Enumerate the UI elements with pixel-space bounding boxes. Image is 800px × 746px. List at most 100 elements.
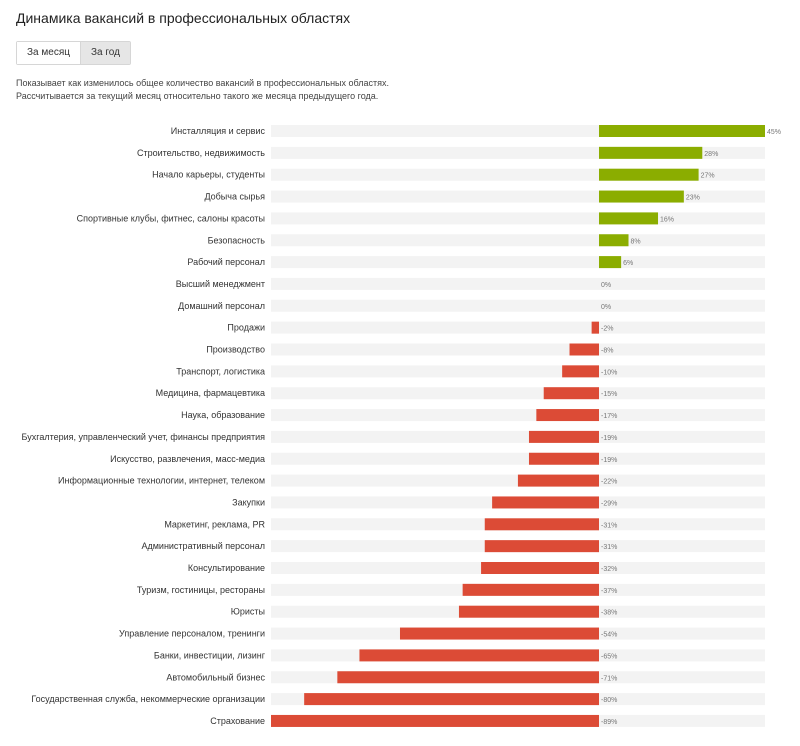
value-label: 0% <box>601 304 611 311</box>
value-label: -38% <box>601 610 617 617</box>
category-label: Маркетинг, реклама, PR <box>164 519 265 529</box>
bar-track <box>271 212 765 225</box>
description-line-1: Показывает как изменилось общее количест… <box>16 78 390 88</box>
bar <box>484 540 599 553</box>
value-label: 27% <box>701 173 715 180</box>
description-line-2: Рассчитывается за текущий месяц относите… <box>16 91 379 101</box>
bar <box>481 562 599 574</box>
value-label: -32% <box>601 566 617 573</box>
bar <box>599 234 629 247</box>
period-tabs: За месяц За год <box>16 41 131 65</box>
bar <box>337 671 599 684</box>
value-label: -89% <box>601 719 617 726</box>
category-label: Инсталляция и сервис <box>171 126 266 136</box>
bar <box>599 212 659 225</box>
bar <box>517 474 599 487</box>
chart-description: Показывает как изменилось общее количест… <box>16 77 389 103</box>
bar <box>492 496 599 509</box>
value-label: -17% <box>601 413 617 420</box>
page-title: Динамика вакансий в профессиональных обл… <box>16 10 351 26</box>
category-label: Строительство, недвижимость <box>137 148 265 158</box>
category-label: Безопасность <box>208 235 266 245</box>
value-label: -31% <box>601 522 617 529</box>
bar-track <box>271 343 765 356</box>
value-label: -37% <box>601 588 617 595</box>
value-label: -15% <box>601 391 617 398</box>
value-label: -22% <box>601 479 617 486</box>
value-label: -54% <box>601 632 617 639</box>
value-label: -71% <box>601 675 617 682</box>
tab-year[interactable]: За год <box>79 42 130 64</box>
category-label: Продажи <box>227 323 265 333</box>
value-label: -10% <box>601 369 617 376</box>
category-label: Закупки <box>232 497 265 507</box>
tab-month[interactable]: За месяц <box>17 42 80 64</box>
value-label: 0% <box>601 282 611 289</box>
category-label: Наука, образование <box>181 410 265 420</box>
bar <box>528 452 599 465</box>
category-label: Производство <box>206 345 265 355</box>
bar <box>599 190 684 203</box>
bar <box>536 409 599 422</box>
category-label: Автомобильный бизнес <box>166 672 265 682</box>
category-label: Государственная служба, некоммерческие о… <box>31 694 265 704</box>
bar-track <box>271 387 765 400</box>
bar <box>599 168 699 181</box>
category-label: Юристы <box>231 607 265 617</box>
category-label: Информационные технологии, интернет, тел… <box>58 476 265 486</box>
bar <box>304 693 599 706</box>
value-label: -2% <box>601 326 613 333</box>
category-label: Консультирование <box>188 563 265 573</box>
bar-track <box>271 409 765 422</box>
value-label: 23% <box>686 195 700 202</box>
bar <box>591 321 599 334</box>
value-label: 8% <box>631 238 641 245</box>
bar-track <box>271 321 765 334</box>
category-label: Туризм, гостиницы, рестораны <box>137 585 265 595</box>
bar-track <box>271 299 765 312</box>
bar-track <box>271 277 765 290</box>
value-label: -19% <box>601 457 617 464</box>
category-label: Административный персонал <box>141 541 265 551</box>
bar <box>543 387 599 400</box>
bar-track <box>271 452 765 465</box>
value-label: 16% <box>660 216 674 223</box>
value-label: -19% <box>601 435 617 442</box>
bar <box>599 256 622 269</box>
bar <box>462 583 599 596</box>
bar-track <box>271 234 765 247</box>
category-label: Домашний персонал <box>178 301 265 311</box>
bar-track <box>271 365 765 378</box>
category-label: Транспорт, логистика <box>176 366 265 376</box>
bar <box>484 518 599 531</box>
bar <box>599 146 703 159</box>
category-label: Управление персоналом, тренинги <box>119 629 265 639</box>
value-label: 28% <box>704 151 718 158</box>
value-label: 45% <box>767 129 781 136</box>
value-label: 6% <box>623 260 633 267</box>
value-label: -65% <box>601 653 617 660</box>
bar <box>599 125 765 137</box>
value-label: -31% <box>601 544 617 551</box>
bar <box>359 649 599 662</box>
bar <box>399 627 599 640</box>
category-label: Искусство, развлечения, масс-медиа <box>110 454 265 464</box>
category-label: Банки, инвестиции, лизинг <box>154 650 266 660</box>
bar-track <box>271 430 765 443</box>
value-label: -29% <box>601 500 617 507</box>
category-label: Страхование <box>210 716 265 726</box>
category-label: Добыча сырья <box>204 192 265 202</box>
category-label: Высший менеджмент <box>176 279 265 289</box>
category-label: Бухгалтерия, управленческий учет, финанс… <box>22 432 266 442</box>
category-label: Начало карьеры, студенты <box>152 170 265 180</box>
value-label: -8% <box>601 348 613 355</box>
category-label: Рабочий персонал <box>187 257 265 267</box>
bar <box>528 430 599 443</box>
bar <box>271 714 599 727</box>
category-label: Медицина, фармацевтика <box>156 388 265 398</box>
bar-track <box>271 256 765 269</box>
bar <box>569 343 599 356</box>
category-label: Спортивные клубы, фитнес, салоны красоты <box>77 213 265 223</box>
bar <box>458 605 599 618</box>
